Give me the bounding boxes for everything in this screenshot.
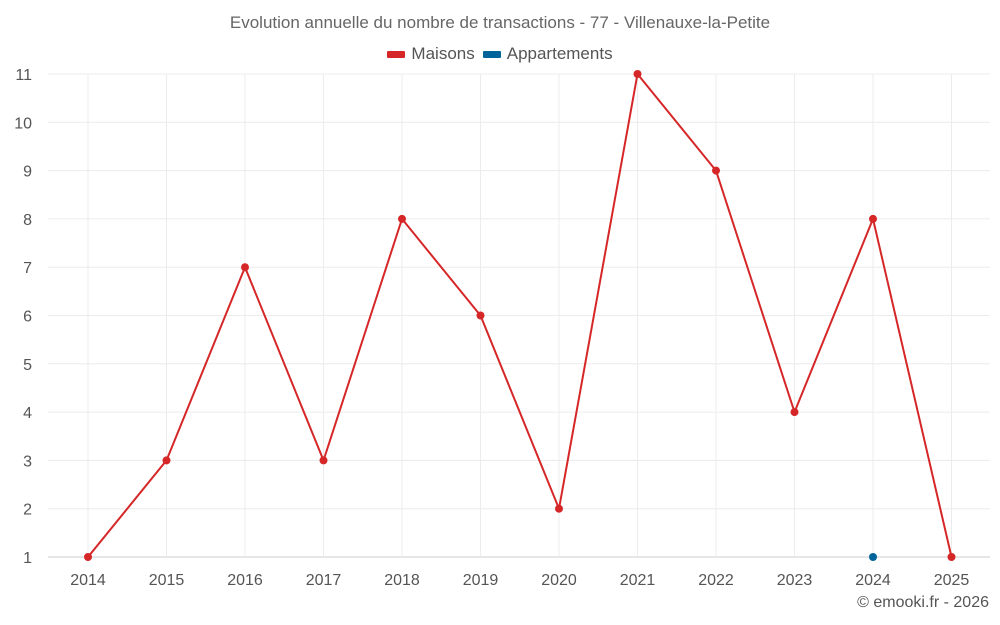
data-point-maisons <box>398 214 406 223</box>
y-tick-label: 1 <box>23 550 32 567</box>
y-tick-label: 2 <box>23 502 32 519</box>
legend-item-maisons[interactable]: Maisons <box>387 44 475 64</box>
legend-swatch-appartements <box>482 50 501 58</box>
y-tick-label: 8 <box>23 212 32 229</box>
chart-title: Evolution annuelle du nombre de transact… <box>229 13 771 32</box>
x-tick-label: 2018 <box>384 572 420 589</box>
data-point-maisons <box>555 504 563 513</box>
data-point-maisons <box>712 166 720 175</box>
x-tick-label: 2019 <box>463 572 499 589</box>
x-tick-label: 2015 <box>149 572 185 589</box>
y-tick-label: 11 <box>15 67 32 84</box>
x-tick-label: 2014 <box>70 572 106 589</box>
x-tick-label: 2020 <box>541 572 577 589</box>
x-tick-label: 2022 <box>698 572 734 589</box>
y-tick-label: 9 <box>23 164 32 181</box>
data-point-maisons <box>476 311 485 320</box>
x-tick-label: 2024 <box>855 572 891 589</box>
x-tick-label: 2017 <box>306 572 342 589</box>
data-point-maisons <box>241 263 249 272</box>
data-point-appartements <box>869 553 877 561</box>
data-point-maisons <box>162 456 171 465</box>
data-point-maisons <box>947 553 956 561</box>
data-point-maisons <box>319 456 328 465</box>
x-tick-label: 2023 <box>777 572 813 589</box>
series-line-maisons <box>87 73 953 558</box>
data-point-maisons <box>84 553 92 561</box>
data-point-maisons <box>869 214 877 223</box>
legend-item-appartements[interactable]: Appartements <box>482 44 613 64</box>
legend: Maisons Appartements <box>0 44 1000 64</box>
y-tick-label: 10 <box>14 115 32 132</box>
legend-label-maisons: Maisons <box>411 44 475 63</box>
x-tick-label: 2016 <box>227 572 263 589</box>
y-tick-label: 7 <box>23 260 32 277</box>
legend-swatch-maisons <box>387 50 406 58</box>
y-tick-label: 3 <box>23 453 32 470</box>
data-point-maisons <box>633 70 642 78</box>
y-tick-label: 4 <box>23 405 32 422</box>
data-point-maisons <box>790 408 799 417</box>
x-tick-label: 2021 <box>620 572 656 589</box>
y-tick-label: 5 <box>23 357 32 374</box>
x-tick-label: 2025 <box>934 572 970 589</box>
credit-text: © emooki.fr - 2026 <box>857 594 989 611</box>
y-tick-label: 6 <box>23 309 32 326</box>
legend-label-appartements: Appartements <box>506 44 613 63</box>
